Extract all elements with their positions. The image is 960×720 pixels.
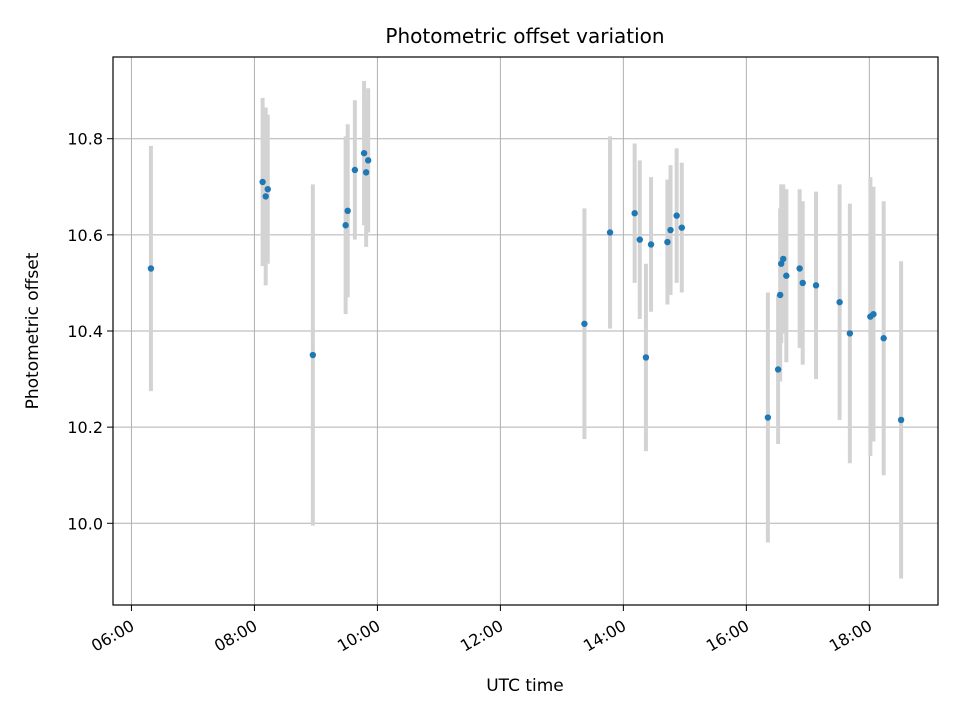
data-point: [147, 265, 155, 272]
data-point: [783, 272, 790, 279]
data-point: [351, 166, 359, 174]
y-axis-label: Photometric offset: [23, 252, 43, 409]
data-point: [606, 229, 614, 236]
data-point: [344, 207, 351, 215]
data-point: [647, 241, 655, 248]
data-point: [642, 354, 650, 361]
data-point: [362, 169, 370, 176]
data-point: [664, 238, 671, 246]
data-point: [846, 330, 854, 337]
x-axis-label: UTC time: [486, 676, 564, 696]
data-point: [870, 310, 877, 318]
data-point: [678, 224, 685, 231]
data-point: [631, 210, 638, 217]
y-tick-label: 10.0: [67, 514, 103, 533]
data-point: [262, 193, 269, 200]
y-tick-label: 10.2: [67, 418, 103, 437]
data-point: [812, 282, 820, 289]
y-axis-ticks: 10.0 10.2 10.4 10.6 10.8: [67, 130, 113, 533]
data-point: [264, 185, 271, 193]
data-point: [259, 178, 266, 186]
data-point: [836, 298, 843, 306]
data-point: [673, 212, 680, 219]
data-point: [764, 414, 772, 421]
data-point: [342, 222, 349, 229]
data-point: [796, 265, 803, 272]
data-point: [636, 236, 643, 243]
chart-title: Photometric offset variation: [385, 24, 664, 48]
data-point: [799, 279, 806, 287]
data-point: [360, 149, 368, 157]
data-point: [309, 351, 317, 359]
data-points: [147, 149, 905, 424]
data-point: [777, 260, 785, 267]
data-point: [880, 335, 887, 342]
data-point: [364, 157, 372, 164]
data-point: [776, 291, 784, 299]
y-tick-label: 10.8: [67, 130, 103, 149]
y-tick-label: 10.6: [67, 226, 103, 245]
data-point: [897, 416, 905, 424]
data-point: [774, 366, 782, 373]
data-point: [581, 320, 588, 327]
data-point: [780, 255, 787, 263]
y-tick-label: 10.4: [67, 322, 103, 341]
data-point: [667, 226, 674, 234]
